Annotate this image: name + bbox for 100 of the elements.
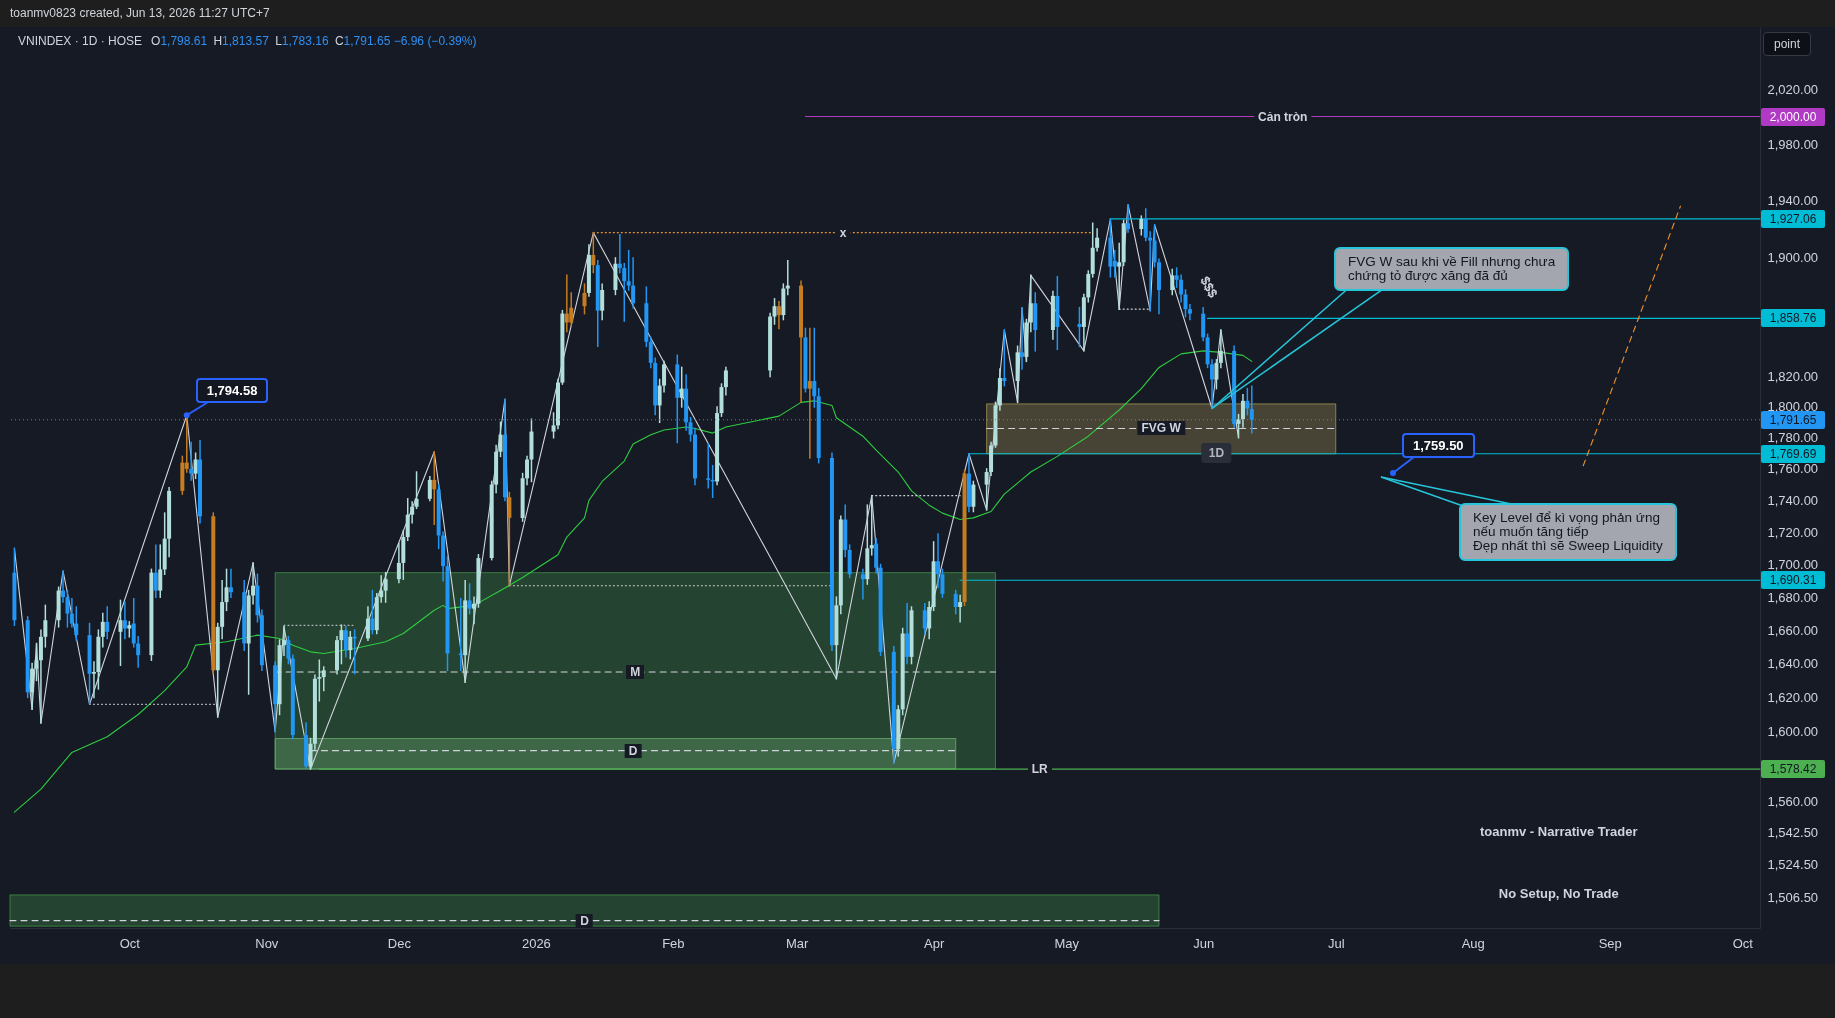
x-tick-label: Jul [1327,935,1345,951]
candlestick [105,606,110,640]
y-tick-label: 1,542.50 [1767,825,1819,841]
candlestick [860,568,865,600]
y-tick-label: 2,020.00 [1767,81,1819,97]
annotation: 1,759.50 [1402,433,1475,458]
candlestick [1214,359,1219,390]
candlestick [812,327,817,408]
series-label: FVG W [1137,421,1185,436]
candlestick [1218,329,1223,369]
annotation: 1D [1201,443,1232,464]
y-tick-label: 1,700.00 [1767,557,1819,573]
candlestick [1002,329,1007,387]
candlestick [772,298,777,325]
candlestick [591,231,596,274]
candlestick [189,441,194,481]
candlestick [30,662,35,711]
x-tick-label: Oct [119,935,141,951]
y-tick-label: 1,680.00 [1767,589,1819,605]
x-tick-label: Dec [387,935,412,951]
y-tick-label: 1,760.00 [1767,461,1819,477]
annotation: Key Level để kì vọng phản ứng nếu muốn tăng tiếp Đẹp nhất thì sẽ Sweep Liquidity [1459,503,1677,561]
candlestick [1240,393,1245,428]
candlestick [785,260,790,296]
candlestick [776,301,781,330]
candlestick [631,257,636,309]
candlestick [122,601,127,640]
candlestick [679,366,684,408]
candlestick [1201,306,1206,342]
y-tick-label: 1,660.00 [1767,622,1819,638]
series-label: x [835,225,851,240]
candlestick [343,626,348,658]
y-tick-label: 1,820.00 [1767,368,1819,384]
candlestick [365,606,370,641]
y-tick-label: 1,524.50 [1767,857,1819,873]
data-label: 1,690.31 [1761,571,1825,590]
series-label: Cản tròn [1254,109,1312,124]
x-tick-label: Jun [1193,935,1215,951]
candlestick [158,544,163,598]
data-label: 1,858.76 [1761,309,1825,328]
series-label: LR [1027,762,1052,777]
y-tick-label: 1,720.00 [1767,524,1819,540]
y-tick-label: 1,900.00 [1767,250,1819,266]
text: O1,798.61 H1,813.57 L1,783.16 C1,791.65 −6.96 (−0.39%) [151,34,477,48]
x-tick-label: Feb [662,935,685,951]
candlestick [927,601,932,640]
candlestick [1077,306,1082,348]
candlestick [286,636,291,665]
data-label: 1,578.42 [1761,760,1825,779]
text: toanmv0823 created, Jun 13, 2026 11:27 UTC+7 [10,6,270,20]
candlestick [321,666,326,692]
annotation: No Setup, No Trade [1498,885,1619,901]
y-tick-label: 1,620.00 [1767,689,1819,705]
candlestick [432,450,437,526]
series-label: D [576,913,593,928]
candlestick [1019,306,1024,370]
candlestick [1183,289,1188,318]
candlestick [1126,203,1131,233]
data-label: 1,927.06 [1761,209,1825,228]
y-tick-label: 1,940.00 [1767,192,1819,208]
x-tick-label: Mar [785,935,809,951]
candlestick [118,599,123,667]
candlestick [1117,242,1122,310]
candlestick [405,498,410,542]
y-tick-label: 1,780.00 [1767,430,1819,446]
candlestick [507,491,512,587]
candlestick [600,283,605,321]
y-tick-label: 1,560.00 [1767,793,1819,809]
x-tick-label: May [1054,935,1080,951]
x-tick-label: Apr [923,935,945,951]
candlestick [467,583,472,615]
x-tick-label: 2026 [521,935,551,951]
annotation: toanmv - Narrative Trader [1479,823,1638,839]
candlestick [922,602,927,635]
x-tick-label: Aug [1461,935,1485,951]
candlestick [153,544,158,598]
y-tick-label: 1,980.00 [1767,136,1819,152]
candlestick [228,568,233,598]
candlestick [1170,268,1175,296]
y-tick-label: 1,506.50 [1767,890,1819,906]
y-tick-label: 1,600.00 [1767,724,1819,740]
candlestick [383,571,388,603]
candlestick [414,471,419,510]
candlestick [1245,387,1250,416]
series-label: M [626,664,645,679]
candlestick [958,594,963,623]
candlestick [224,568,229,612]
candlestick [427,476,432,502]
candlestick [953,589,958,615]
data-label: 1,769.69 [1761,444,1825,463]
annotation: $$$ [1197,273,1221,301]
candlestick [370,589,375,635]
candlestick [723,366,728,396]
candlestick [706,443,711,489]
text: VNINDEX · 1D · HOSE [18,34,143,48]
candlestick [1179,274,1184,303]
line-series [13,350,1253,813]
candlestick [498,421,503,458]
candlestick [869,494,874,556]
ref-line-label: 1,791.65 [1761,410,1825,429]
